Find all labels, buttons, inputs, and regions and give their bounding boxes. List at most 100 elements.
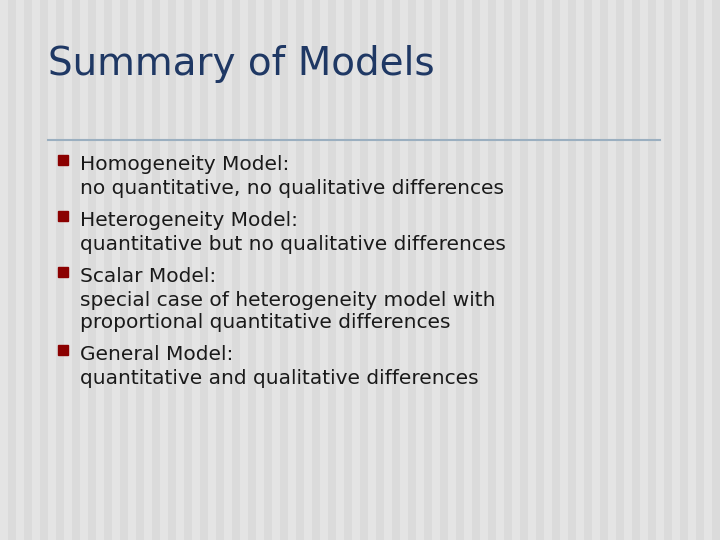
Bar: [160, 0, 168, 540]
Bar: [688, 0, 696, 540]
Bar: [80, 0, 88, 540]
Bar: [56, 0, 64, 540]
Bar: [328, 0, 336, 540]
Text: proportional quantitative differences: proportional quantitative differences: [80, 313, 451, 332]
Bar: [504, 0, 512, 540]
Bar: [128, 0, 136, 540]
Bar: [680, 0, 688, 540]
Bar: [376, 0, 384, 540]
Bar: [272, 0, 280, 540]
Text: Scalar Model:: Scalar Model:: [80, 267, 216, 286]
Bar: [344, 0, 352, 540]
Bar: [58, 155, 68, 165]
Bar: [32, 0, 40, 540]
Bar: [408, 0, 416, 540]
Bar: [360, 0, 368, 540]
Bar: [120, 0, 128, 540]
Bar: [280, 0, 288, 540]
Bar: [184, 0, 192, 540]
Bar: [176, 0, 184, 540]
Bar: [48, 0, 56, 540]
Bar: [536, 0, 544, 540]
Bar: [336, 0, 344, 540]
Bar: [104, 0, 112, 540]
Bar: [608, 0, 616, 540]
Bar: [456, 0, 464, 540]
Bar: [168, 0, 176, 540]
Bar: [400, 0, 408, 540]
Bar: [288, 0, 296, 540]
Bar: [16, 0, 24, 540]
Bar: [528, 0, 536, 540]
Bar: [624, 0, 632, 540]
Bar: [440, 0, 448, 540]
Bar: [240, 0, 248, 540]
Bar: [58, 211, 68, 221]
Bar: [58, 345, 68, 355]
Text: General Model:: General Model:: [80, 345, 233, 364]
Bar: [416, 0, 424, 540]
Text: Summary of Models: Summary of Models: [48, 45, 435, 83]
Bar: [520, 0, 528, 540]
Bar: [496, 0, 504, 540]
Bar: [58, 267, 68, 277]
Bar: [384, 0, 392, 540]
Bar: [648, 0, 656, 540]
Bar: [208, 0, 216, 540]
Bar: [216, 0, 224, 540]
Bar: [712, 0, 720, 540]
Bar: [704, 0, 712, 540]
Text: quantitative and qualitative differences: quantitative and qualitative differences: [80, 369, 479, 388]
Bar: [488, 0, 496, 540]
Bar: [480, 0, 488, 540]
Bar: [248, 0, 256, 540]
Bar: [136, 0, 144, 540]
Bar: [296, 0, 304, 540]
Bar: [656, 0, 664, 540]
Bar: [392, 0, 400, 540]
Bar: [696, 0, 704, 540]
Bar: [112, 0, 120, 540]
Text: special case of heterogeneity model with: special case of heterogeneity model with: [80, 291, 495, 310]
Bar: [424, 0, 432, 540]
Bar: [600, 0, 608, 540]
Bar: [0, 0, 8, 540]
Bar: [544, 0, 552, 540]
Bar: [96, 0, 104, 540]
Bar: [144, 0, 152, 540]
Bar: [152, 0, 160, 540]
Bar: [224, 0, 232, 540]
Bar: [24, 0, 32, 540]
Bar: [640, 0, 648, 540]
Bar: [632, 0, 640, 540]
Text: Homogeneity Model:: Homogeneity Model:: [80, 155, 289, 174]
Bar: [8, 0, 16, 540]
Bar: [568, 0, 576, 540]
Bar: [592, 0, 600, 540]
Bar: [320, 0, 328, 540]
Bar: [352, 0, 360, 540]
Text: no quantitative, no qualitative differences: no quantitative, no qualitative differen…: [80, 179, 504, 198]
Bar: [560, 0, 568, 540]
Bar: [664, 0, 672, 540]
Bar: [192, 0, 200, 540]
Bar: [264, 0, 272, 540]
Bar: [304, 0, 312, 540]
Bar: [256, 0, 264, 540]
Bar: [464, 0, 472, 540]
Bar: [88, 0, 96, 540]
Bar: [512, 0, 520, 540]
Bar: [584, 0, 592, 540]
Bar: [672, 0, 680, 540]
Bar: [616, 0, 624, 540]
Text: quantitative but no qualitative differences: quantitative but no qualitative differen…: [80, 235, 506, 254]
Bar: [432, 0, 440, 540]
Bar: [576, 0, 584, 540]
Bar: [368, 0, 376, 540]
Bar: [72, 0, 80, 540]
Bar: [200, 0, 208, 540]
Bar: [448, 0, 456, 540]
Bar: [552, 0, 560, 540]
Bar: [64, 0, 72, 540]
Bar: [232, 0, 240, 540]
